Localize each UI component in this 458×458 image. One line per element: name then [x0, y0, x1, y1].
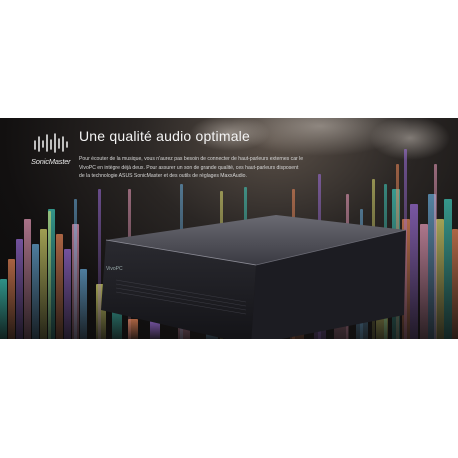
sonicmaster-logo: SonicMaster: [31, 131, 73, 171]
equalizer-bar: [410, 204, 418, 339]
equalizer-bar: [32, 244, 39, 339]
equalizer-bar: [40, 229, 47, 339]
equalizer-bar: [8, 259, 15, 339]
vivopc-device: VivoPC: [101, 215, 407, 339]
equalizer-bar: [24, 219, 31, 339]
equalizer-bar: [444, 199, 452, 339]
equalizer-bar: [16, 239, 23, 339]
equalizer-bar: [80, 269, 87, 339]
equalizer-bar: [96, 284, 106, 339]
equalizer-bar: [56, 234, 63, 339]
equalizer-bar: [420, 224, 428, 339]
logo-text: SonicMaster: [31, 157, 71, 166]
equalizer-bar: [428, 194, 436, 339]
equalizer-bar: [150, 321, 160, 339]
headline: Une qualité audio optimale: [79, 128, 250, 144]
equalizer-bar: [0, 279, 7, 339]
equalizer-bar: [128, 319, 138, 339]
equalizer-bar: [436, 219, 444, 339]
equalizer-bar: [434, 164, 437, 339]
equalizer-bar: [74, 199, 77, 339]
equalizer-bar: [452, 229, 458, 339]
equalizer-bar: [64, 249, 71, 339]
equalizer-bar: [112, 294, 122, 339]
equalizer-logo-icon: [34, 133, 68, 153]
equalizer-bar: [98, 189, 101, 339]
audio-banner: VivoPC SonicMaster Une qualité audio opt…: [0, 118, 458, 339]
background-lights: [190, 118, 450, 160]
device-label: VivoPC: [106, 266, 123, 272]
equalizer-bar: [48, 209, 55, 339]
description: Pour écouter de la musique, vous n'aurez…: [79, 156, 304, 180]
equalizer-bar: [48, 211, 51, 339]
